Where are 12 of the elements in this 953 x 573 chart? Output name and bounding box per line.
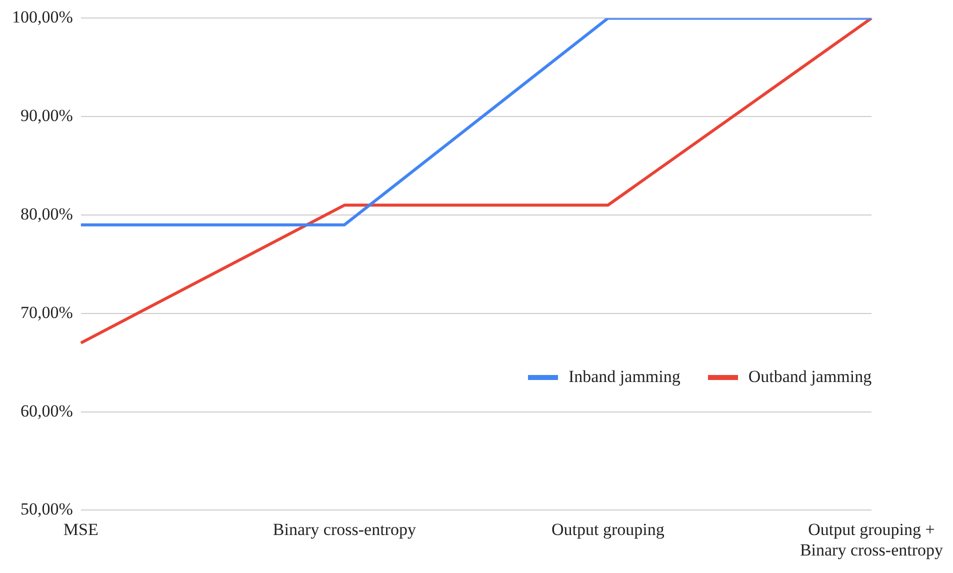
legend-label: Outband jamming bbox=[748, 367, 872, 388]
y-tick-label: 70,00% bbox=[20, 302, 73, 322]
x-tick-label: Output grouping bbox=[552, 520, 665, 539]
y-tick-label: 80,00% bbox=[20, 204, 73, 224]
x-tick-label: Binary cross-entropy bbox=[272, 520, 416, 539]
x-tick-label: MSE bbox=[63, 520, 98, 539]
y-tick-label: 100,00% bbox=[12, 8, 73, 27]
x-tick-label: Output grouping + Binary cross-entropy bbox=[800, 520, 944, 560]
y-tick-label: 60,00% bbox=[20, 401, 73, 420]
legend-label: Inband jamming bbox=[568, 367, 680, 388]
y-tick-label: 90,00% bbox=[20, 106, 73, 126]
y-tick-label: 50,00% bbox=[20, 500, 73, 519]
